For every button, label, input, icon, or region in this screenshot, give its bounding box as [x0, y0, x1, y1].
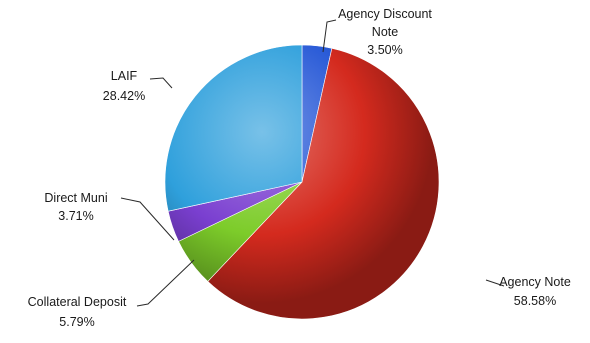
slice-label-1: Agency Note 58.58%	[499, 275, 571, 308]
slice-name-label: Note	[372, 25, 398, 39]
slice-name-label: Agency Discount	[338, 7, 432, 21]
slice-value-label: 58.58%	[514, 294, 556, 308]
leader-line-1	[485, 279, 505, 287]
slice-name-label: Direct Muni	[44, 191, 107, 205]
labels-layer: Agency Discount Note 3.50% Agency Note 58.58…	[28, 7, 571, 329]
pie-slice-agency-note	[207, 47, 440, 320]
slice-value-label: 3.71%	[58, 209, 93, 223]
slice-value-label: 3.50%	[367, 43, 402, 57]
slice-label-0: Agency Discount Note 3.50%	[338, 7, 432, 57]
slice-value-label: 5.79%	[59, 315, 94, 329]
leader-line-4	[149, 77, 173, 89]
slice-label-3: Direct Muni 3.71%	[44, 191, 107, 223]
slice-name-label: Agency Note	[499, 275, 571, 289]
leader-lines-layer	[120, 19, 505, 307]
leader-line-2	[136, 259, 195, 307]
slice-label-4: LAIF 28.42%	[103, 69, 145, 103]
slices-layer	[164, 44, 440, 320]
slice-name-label: LAIF	[111, 69, 138, 83]
pie-slice-laif	[164, 44, 303, 212]
slice-name-label: Collateral Deposit	[28, 295, 127, 309]
leader-line-3	[120, 197, 175, 241]
slice-label-2: Collateral Deposit 5.79%	[28, 295, 127, 329]
slice-value-label: 28.42%	[103, 89, 145, 103]
leader-line-0	[322, 19, 337, 53]
